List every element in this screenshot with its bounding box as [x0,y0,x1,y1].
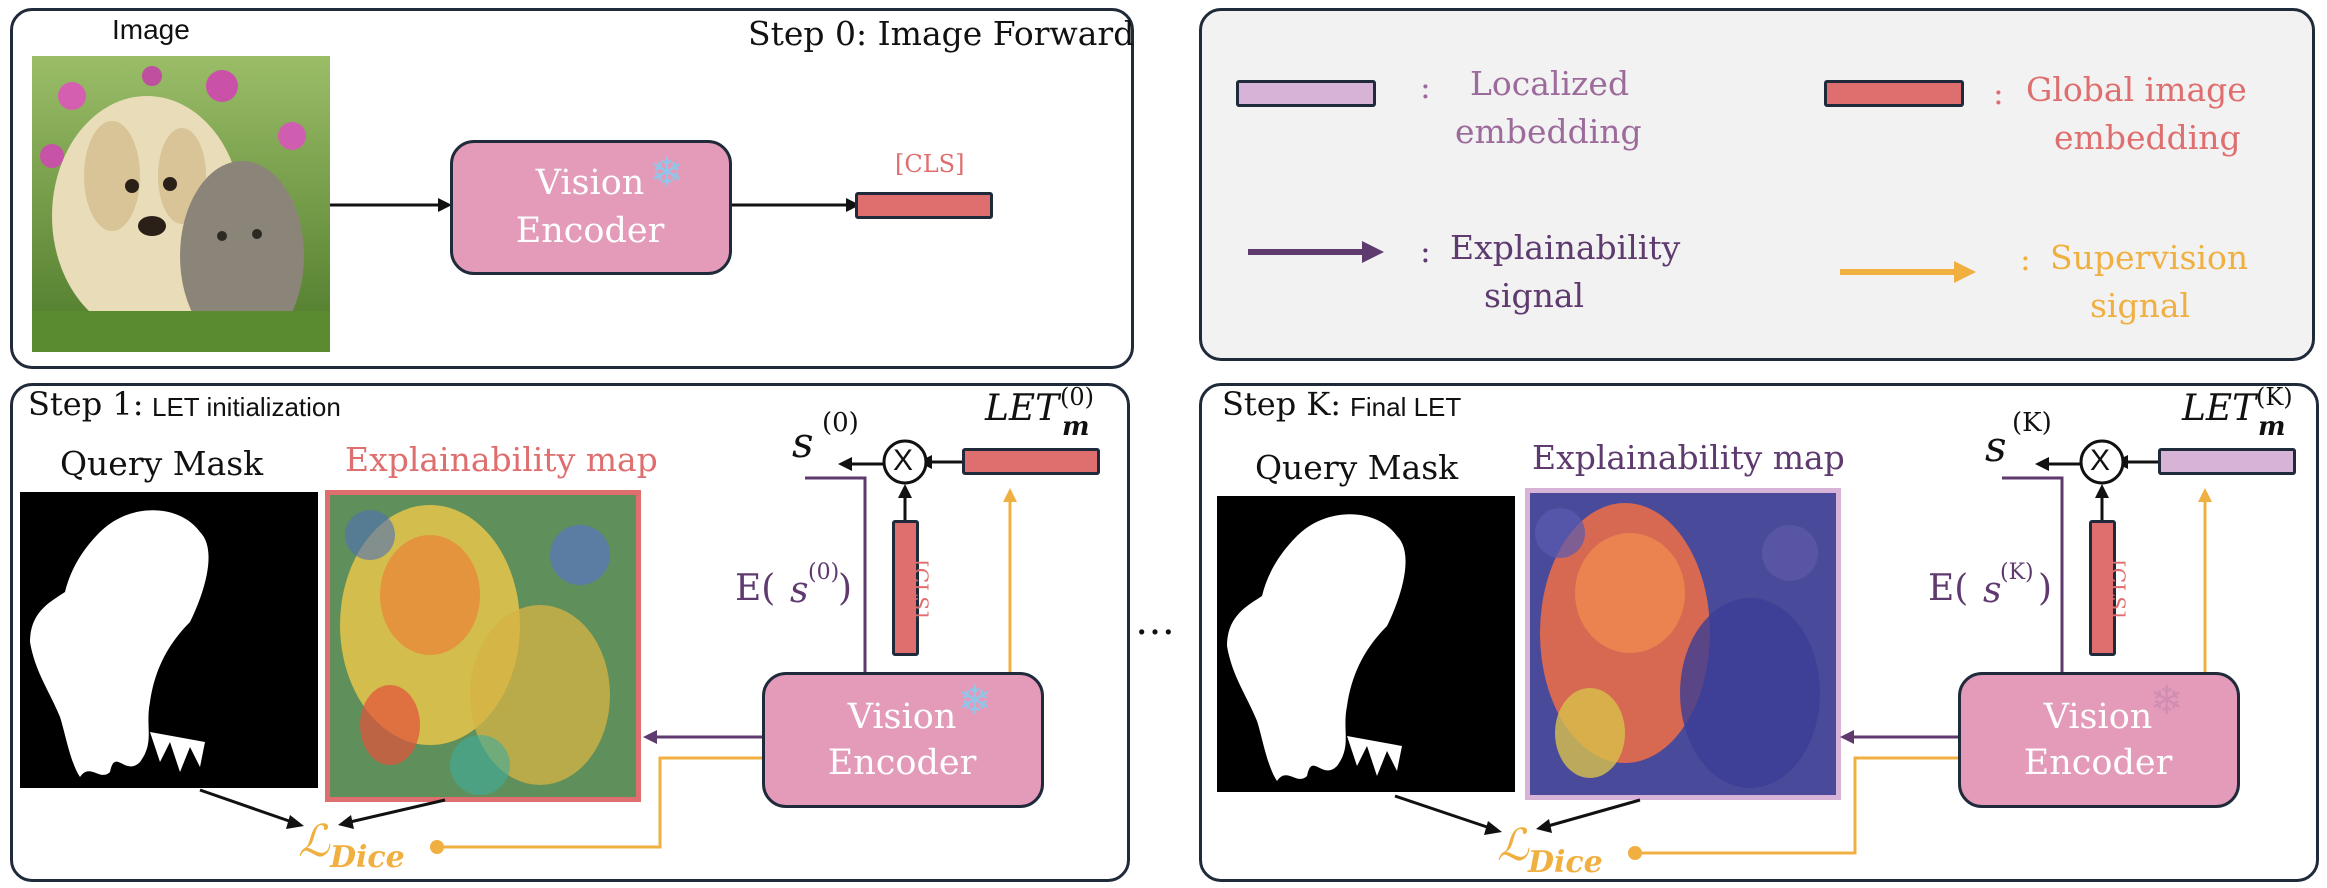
step0-encoder-line1: Vision [535,163,645,203]
step1-let-label: LET [985,388,1060,429]
stepK-explainability-heatmap [1525,488,1841,800]
step1-e-s: s [790,570,809,611]
step1-e-sup: (0) [808,560,840,585]
legend-localized-colon: : [1420,68,1431,106]
legend-panel [1199,8,2315,361]
legend-global-line1: Global image [2026,70,2247,109]
step1-cls-bar [892,520,919,656]
stepK-let-bar [2158,448,2296,475]
stepK-cls-label: [CLS] [2106,560,2130,618]
stepK-let-sup: (K) [2256,383,2293,411]
stepK-encoder-line1: Vision [2043,697,2153,737]
step1-query-mask-label: Query Mask [60,444,264,483]
stepK-s-sup: (K) [2012,408,2052,438]
step1-loss-symbol: ℒ [298,816,330,867]
legend-super-colon: : [2020,240,2031,278]
step1-s-label: s [792,418,814,467]
step1-snowflake-icon: ❄ [958,678,992,724]
step0-cls-label: [CLS] [895,150,965,178]
step1-encoder-line2: Encoder [827,743,977,783]
step1-query-mask-image [20,492,318,788]
step1-vision-encoder [762,672,1044,808]
legend-global-bar [1824,80,1964,107]
legend-global-line2: embedding [2054,118,2241,157]
step1-explainability-heatmap [325,490,641,802]
stepK-let-label: LET [2182,388,2257,429]
stepK-panel [1199,383,2319,882]
step1-let-bar [962,448,1100,475]
step1-panel [10,383,1130,882]
stepK-times-icon: X [2090,444,2111,477]
step0-vision-encoder [450,140,732,275]
stepK-encoder-line2: Encoder [2023,743,2173,783]
step1-title-sub: LET initialization [152,392,341,422]
step1-explain-map-label: Explainability map [345,440,658,479]
legend-super-line1: Supervision [2050,238,2249,277]
step0-global-embedding-bar [855,192,993,219]
stepK-title-main: Step K: [1222,385,1342,423]
snowflake-icon: ❄ [650,150,684,196]
puppy-kitten-image [32,56,330,352]
step0-encoder-line2: Encoder [515,211,665,251]
stepK-loss-symbol: ℒ [1497,820,1529,871]
stepK-vision-encoder [1958,672,2240,808]
step1-e-label: E( [735,568,776,609]
legend-localized-line2: embedding [1455,112,1642,151]
step1-loss-sub: Dice [330,840,405,875]
step1-cls-label: [CLS] [909,560,933,618]
step1-e-close: ) [838,568,853,609]
stepK-e-sup: (K) [2000,560,2034,585]
legend-global-colon: : [1993,74,2004,112]
stepK-e-close: ) [2038,568,2053,609]
stepK-explain-map-label: Explainability map [1532,438,1845,477]
stepK-loss-sub: Dice [1528,845,1603,880]
stepK-snowflake-icon: ❄ [2150,678,2184,724]
stepK-e-label: E( [1928,568,1969,609]
step1-encoder-line1: Vision [847,697,957,737]
legend-explain-line2: signal [1484,276,1585,315]
step0-panel [10,8,1134,369]
stepK-cls-bar [2089,520,2116,656]
step1-times-icon: X [893,444,914,477]
legend-super-line2: signal [2090,286,2191,325]
step1-let-sup: (0) [1060,383,1094,411]
stepK-s-label: s [1985,422,2007,471]
step1-let-sub: m [1062,412,1090,442]
legend-localized-line1: Localized [1470,64,1630,103]
stepK-e-s: s [1983,570,2002,611]
step1-title-main: Step 1: [28,385,144,423]
step1-s-sup: (0) [822,408,859,438]
image-label: Image [112,14,190,45]
stepK-title-sub: Final LET [1350,392,1462,422]
stepK-query-mask-image [1217,496,1515,792]
legend-localized-bar [1236,80,1376,107]
legend-explain-line1: Explainability [1450,228,1681,267]
stepK-let-sub: m [2258,412,2286,442]
stepK-query-mask-label: Query Mask [1255,448,1459,487]
step0-title: Step 0: Image Forward [748,14,1135,53]
ellipsis: … [1135,598,1175,644]
legend-explain-colon: : [1420,232,1431,270]
